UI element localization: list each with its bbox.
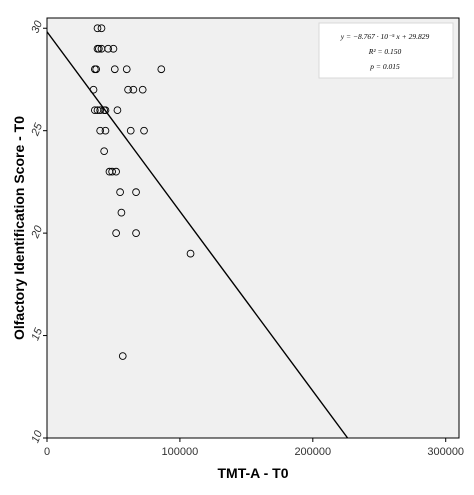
y-axis-ticks: 10 15 20 25 30 (29, 18, 47, 445)
y-tick-label: 10 (29, 428, 45, 445)
plot-area (46, 17, 460, 439)
data-point (140, 126, 148, 135)
data-point (129, 85, 138, 94)
data-point (186, 249, 195, 258)
x-tick-label: 0 (44, 446, 50, 458)
regression-layer (46, 31, 349, 439)
data-point (92, 65, 101, 74)
data-point (126, 126, 135, 135)
data-point (138, 85, 147, 94)
data-points (89, 24, 195, 360)
y-tick-label: 15 (29, 326, 45, 343)
data-point (100, 147, 108, 156)
data-point (117, 208, 126, 217)
data-point (132, 188, 140, 196)
equation-box: y = −8.767 · 10⁻⁵ x + 29.829 R² = 0.150 … (318, 22, 454, 79)
data-point (116, 188, 124, 196)
data-point (96, 126, 105, 135)
y-axis-title: Olfactory Identification Score - T0 (11, 116, 27, 340)
data-point (90, 106, 99, 115)
x-tick-label: 200000 (294, 446, 331, 458)
data-point (97, 24, 106, 33)
r-squared-text: R² = 0.150 (368, 47, 402, 56)
data-point (113, 106, 122, 115)
data-point (109, 44, 118, 53)
data-point (112, 167, 120, 176)
data-point (157, 65, 166, 74)
data-point (110, 65, 119, 74)
data-point (94, 44, 103, 53)
x-axis-ticks: 0 100000 200000 300000 (44, 438, 464, 458)
equation-text: y = −8.767 · 10⁻⁵ x + 29.829 (340, 32, 430, 41)
data-point (93, 24, 102, 33)
p-value-text: p = 0.015 (369, 62, 400, 71)
data-point (101, 126, 110, 135)
x-axis-title: TMT-A - T0 (217, 465, 288, 481)
data-point (96, 106, 105, 115)
data-point (118, 352, 127, 360)
equation-box-frame (318, 22, 454, 79)
data-point (101, 106, 110, 115)
y-tick-label: 20 (29, 223, 45, 241)
y-tick-label: 30 (29, 18, 45, 35)
data-point (132, 229, 140, 237)
data-point (89, 85, 98, 94)
data-point (108, 167, 116, 176)
data-point (104, 44, 112, 53)
regression-line (46, 31, 349, 439)
y-tick-label: 25 (29, 121, 45, 139)
x-tick-label: 100000 (162, 446, 199, 458)
data-point (112, 229, 120, 237)
data-point (124, 85, 132, 94)
data-point (122, 65, 131, 74)
x-tick-label: 300000 (427, 446, 464, 458)
